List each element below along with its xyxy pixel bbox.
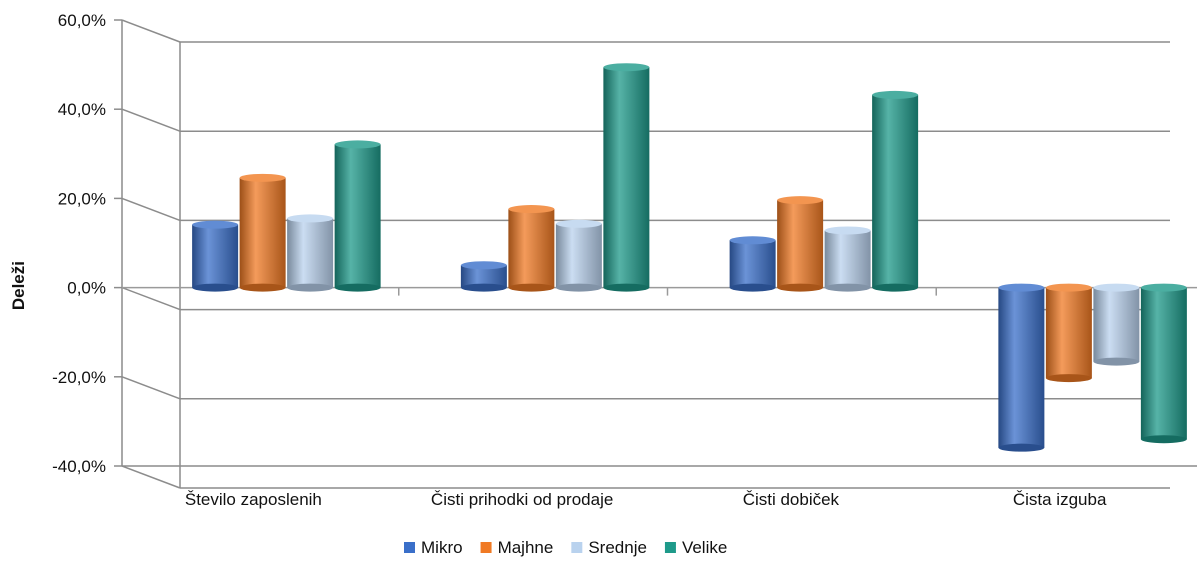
bar-bottom-cap	[824, 283, 871, 292]
bar	[1140, 283, 1187, 444]
bar-body	[508, 209, 555, 288]
bar-top-cap	[998, 283, 1045, 292]
legend-item: Srednje	[571, 538, 647, 557]
y-tick-label: 20,0%	[58, 189, 106, 208]
y-tick-label: -40,0%	[52, 457, 106, 476]
gridline-side	[121, 286, 181, 311]
bar-top-cap	[555, 219, 602, 228]
bars	[192, 63, 1187, 452]
bar-top-cap	[777, 196, 824, 205]
bar-body	[777, 200, 824, 288]
bar-top-cap	[824, 226, 871, 235]
bar-body	[1093, 287, 1140, 362]
y-tick-label: 40,0%	[58, 100, 106, 119]
bar	[287, 214, 334, 292]
bar-body	[872, 94, 919, 288]
legend-swatch	[404, 542, 415, 553]
bar-bottom-cap	[872, 283, 919, 292]
bar	[998, 283, 1045, 452]
bar	[824, 226, 871, 292]
bar-body	[998, 287, 1045, 448]
legend-swatch	[571, 542, 583, 553]
bar-bottom-cap	[777, 283, 824, 292]
bar	[555, 219, 602, 292]
y-axis-ticks: 60,0% 40,0% 20,0% 0,0% -20,0% -40,0%	[52, 11, 106, 476]
bar	[1045, 283, 1092, 383]
legend-item: Majhne	[480, 538, 554, 557]
bar-body	[287, 218, 334, 288]
y-tick-label: 0,0%	[67, 279, 106, 298]
x-axis-categories: Število zaposlenih Čisti prihodki od prod…	[185, 490, 1107, 509]
bar	[729, 236, 776, 292]
bar-bottom-cap	[1093, 357, 1140, 366]
y-axis-label: Deleži	[9, 261, 28, 310]
bar	[603, 63, 650, 292]
gridline-side	[121, 19, 181, 43]
legend-swatch	[480, 542, 492, 553]
legend-label: Srednje	[588, 538, 647, 557]
bar-body	[239, 177, 286, 288]
bar-bottom-cap	[239, 283, 286, 292]
bar-body	[334, 144, 381, 288]
legend-swatch	[664, 542, 676, 553]
legend: Mikro Majhne Srednje Velike	[404, 538, 727, 557]
bar	[192, 220, 239, 292]
bar-bottom-cap	[508, 283, 555, 292]
bar-body	[460, 265, 507, 288]
bar-bottom-cap	[1140, 435, 1187, 444]
x-category-label: Čisti dobiček	[743, 490, 840, 509]
bar	[239, 173, 286, 292]
bar-top-cap	[1140, 283, 1187, 292]
bar-bottom-cap	[334, 283, 381, 292]
chart-walls	[121, 20, 1197, 488]
bar	[334, 140, 381, 292]
bar-top-cap	[508, 205, 555, 214]
bar	[460, 261, 507, 292]
bar-top-cap	[1093, 283, 1140, 292]
legend-item: Velike	[664, 538, 727, 557]
bar-top-cap	[729, 236, 776, 245]
bar-top-cap	[287, 214, 334, 223]
gridline-side	[121, 465, 181, 489]
bar	[777, 196, 824, 292]
bar-bottom-cap	[192, 283, 239, 292]
gridline-side	[121, 376, 181, 400]
bar	[872, 90, 919, 292]
legend-label: Mikro	[421, 538, 463, 557]
bar-bottom-cap	[603, 283, 650, 292]
x-category-label: Čista izguba	[1013, 490, 1107, 509]
bar-bottom-cap	[555, 283, 602, 292]
gridline-side	[121, 197, 181, 222]
bar-bottom-cap	[729, 283, 776, 292]
bar-top-cap	[872, 90, 919, 99]
bar-bottom-cap	[460, 283, 507, 292]
bar-body	[824, 230, 871, 288]
legend-item: Mikro	[404, 538, 463, 557]
legend-label: Velike	[682, 538, 727, 557]
bar-body	[555, 223, 602, 288]
y-tick-label: -20,0%	[52, 368, 106, 387]
bar-top-cap	[334, 140, 381, 149]
bar-body	[603, 67, 650, 288]
gridline-side	[121, 108, 181, 132]
bar-top-cap	[1045, 283, 1092, 292]
bar-bottom-cap	[287, 283, 334, 292]
bar-bottom-cap	[998, 443, 1045, 452]
bar-body	[1045, 287, 1092, 379]
x-category-label: Število zaposlenih	[185, 490, 322, 509]
bar-body	[192, 224, 239, 288]
y-tick-label: 60,0%	[58, 11, 106, 30]
bar-top-cap	[603, 63, 650, 72]
bar	[508, 205, 555, 292]
bar-body	[729, 240, 776, 288]
bar-top-cap	[239, 173, 286, 182]
bar-top-cap	[460, 261, 507, 270]
bar-body	[1140, 287, 1187, 440]
bar-top-cap	[192, 220, 239, 229]
bar	[1093, 283, 1140, 366]
bar-bottom-cap	[1045, 374, 1092, 383]
x-category-label: Čisti prihodki od prodaje	[431, 490, 613, 509]
legend-label: Majhne	[498, 538, 554, 557]
